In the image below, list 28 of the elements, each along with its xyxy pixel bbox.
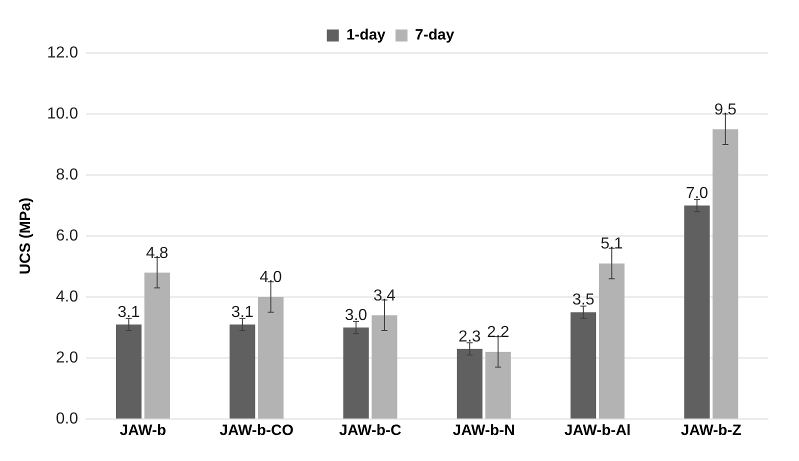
- data-label: 3.4: [373, 287, 396, 304]
- y-tick-label: 0.0: [56, 410, 78, 428]
- x-tick-label: JAW-b-Z: [680, 422, 742, 440]
- y-tick-label: 10.0: [47, 105, 78, 122]
- data-label: 4.8: [146, 244, 168, 262]
- x-tick-label: JAW-b-C: [339, 422, 402, 440]
- y-tick-label: 4.0: [56, 288, 78, 306]
- y-axis-title: UCS (MPa): [17, 198, 34, 274]
- data-label: 7.0: [686, 184, 708, 202]
- x-tick-label: JAW-b-Al: [564, 422, 631, 440]
- legend-label: 1-day: [346, 26, 386, 44]
- data-label: 3.1: [118, 304, 140, 321]
- data-label: 2.2: [486, 324, 510, 342]
- x-tick-label: JAW-b-N: [452, 422, 515, 440]
- y-tick-label: 6.0: [56, 227, 78, 244]
- x-tick-label: JAW-b: [120, 422, 166, 440]
- data-label: 2.3: [458, 328, 481, 346]
- x-tick-label: JAW-b-CO: [220, 422, 294, 440]
- data-label: 3.1: [231, 304, 254, 321]
- legend-label: 7-day: [415, 26, 455, 44]
- data-label: 3.5: [572, 292, 595, 309]
- data-label: 9.5: [714, 101, 737, 118]
- data-label: 4.0: [260, 269, 282, 286]
- y-tick-label: 12.0: [47, 44, 78, 62]
- y-tick-label: 8.0: [56, 166, 78, 184]
- y-tick-label: 2.0: [56, 349, 78, 366]
- data-label: 5.1: [600, 236, 623, 253]
- data-label: 3.0: [344, 306, 368, 324]
